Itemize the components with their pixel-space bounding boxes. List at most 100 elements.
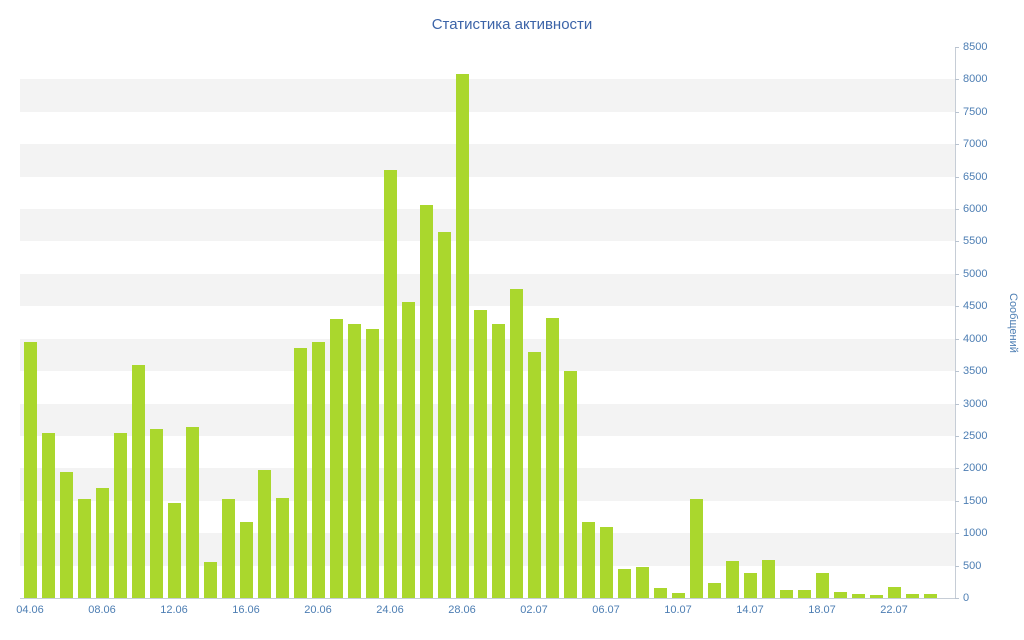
bar-05.07[interactable] (581, 522, 595, 598)
bar-27.06[interactable] (437, 231, 451, 598)
bar-17.06[interactable] (257, 470, 271, 598)
y-axis-label: 1500 (963, 494, 988, 507)
plot-band (20, 209, 955, 242)
bar-17.07[interactable] (797, 589, 811, 598)
bar-15.06[interactable] (221, 498, 235, 598)
bar-30.06[interactable] (491, 324, 505, 598)
bar-04.07[interactable] (563, 371, 577, 598)
bar-01.07[interactable] (509, 289, 523, 598)
bar-11.07[interactable] (689, 499, 703, 598)
bar-08.07[interactable] (635, 566, 649, 598)
y-axis-tick (955, 371, 959, 373)
y-axis-title: Сообщений (1007, 292, 1019, 353)
plot-band (20, 144, 955, 177)
bar-06.07[interactable] (599, 526, 613, 598)
y-axis-tick (955, 144, 959, 146)
bar-21.07[interactable] (869, 595, 883, 598)
bar-19.07[interactable] (833, 591, 847, 598)
bar-07.06[interactable] (77, 498, 91, 598)
bar-29.06[interactable] (473, 309, 487, 598)
y-axis-label: 0 (963, 592, 970, 604)
y-axis-tick (955, 598, 959, 599)
y-axis-label: 500 (963, 559, 982, 572)
y-axis-tick (955, 500, 959, 502)
bar-12.07[interactable] (707, 583, 721, 598)
bars-container (20, 47, 955, 598)
bar-10.07[interactable] (671, 592, 685, 598)
plot-band (20, 468, 955, 501)
bar-21.06[interactable] (329, 319, 343, 598)
x-axis-label: 22.07 (880, 604, 908, 616)
bar-05.06[interactable] (41, 432, 55, 598)
plot-band (20, 79, 955, 112)
bar-23.07[interactable] (905, 594, 919, 598)
y-axis-label: 5000 (963, 267, 988, 280)
y-axis-label: 6500 (963, 170, 988, 183)
plot-area (20, 47, 955, 598)
y-axis-label: 8500 (963, 41, 988, 53)
bar-12.06[interactable] (167, 502, 181, 598)
bar-02.07[interactable] (527, 352, 541, 598)
chart-title: Статистика активности (431, 16, 593, 33)
bar-18.06[interactable] (275, 497, 289, 598)
y-axis-tick (955, 533, 959, 535)
x-axis-label: 04.06 (16, 604, 44, 616)
bar-09.06[interactable] (113, 432, 127, 598)
bar-14.06[interactable] (203, 562, 217, 598)
bar-23.06[interactable] (365, 328, 379, 598)
x-axis-label: 08.06 (88, 604, 116, 616)
y-axis-tick (955, 209, 959, 211)
bar-24.06[interactable] (383, 170, 397, 598)
bar-13.06[interactable] (185, 426, 199, 598)
y-axis-tick (955, 403, 959, 405)
bar-09.07[interactable] (653, 588, 667, 598)
x-axis-label: 24.06 (376, 604, 404, 616)
bar-16.06[interactable] (239, 521, 253, 598)
y-axis-tick (955, 79, 959, 81)
y-axis-tick (955, 176, 959, 178)
y-axis-label: 2500 (963, 429, 988, 442)
y-axis-label: 6000 (963, 203, 988, 216)
x-axis-label: 20.06 (304, 604, 332, 616)
y-axis-label: 4000 (963, 332, 988, 345)
bar-16.07[interactable] (779, 590, 793, 598)
y-axis-label: 3500 (963, 365, 988, 378)
y-axis-label: 1000 (963, 527, 988, 540)
plot-band (20, 403, 955, 436)
bar-14.07[interactable] (743, 573, 757, 598)
y-axis-tick (955, 47, 959, 48)
bar-08.06[interactable] (95, 487, 109, 598)
bar-06.06[interactable] (59, 471, 73, 598)
bar-15.07[interactable] (761, 559, 775, 598)
bar-07.07[interactable] (617, 568, 631, 598)
bar-03.07[interactable] (545, 317, 559, 598)
bar-20.06[interactable] (311, 341, 325, 598)
plot-band (20, 273, 955, 307)
y-axis-tick (955, 338, 959, 340)
background-bands (20, 47, 955, 598)
bar-24.07[interactable] (923, 594, 937, 598)
bar-26.06[interactable] (419, 205, 433, 598)
y-axis-tick (955, 111, 959, 113)
bar-20.07[interactable] (851, 594, 865, 598)
bar-04.06[interactable] (23, 341, 37, 598)
y-axis-label: 8000 (963, 73, 988, 86)
x-axis-label: 10.07 (664, 604, 692, 616)
bar-22.07[interactable] (887, 586, 901, 598)
bar-18.07[interactable] (815, 572, 829, 598)
bar-28.06[interactable] (455, 73, 469, 598)
bar-13.07[interactable] (725, 561, 739, 598)
bar-11.06[interactable] (149, 429, 163, 598)
y-axis-tick (955, 468, 959, 470)
y-axis-label: 7000 (963, 138, 988, 151)
plot-band (20, 338, 955, 372)
y-axis-label: 7500 (963, 105, 988, 118)
x-axis-label: 14.07 (736, 604, 764, 616)
bar-19.06[interactable] (293, 348, 307, 598)
bar-22.06[interactable] (347, 324, 361, 598)
x-axis-label: 02.07 (520, 604, 548, 616)
bar-25.06[interactable] (401, 302, 415, 598)
y-axis-tick (955, 241, 959, 243)
bar-10.06[interactable] (131, 364, 145, 598)
